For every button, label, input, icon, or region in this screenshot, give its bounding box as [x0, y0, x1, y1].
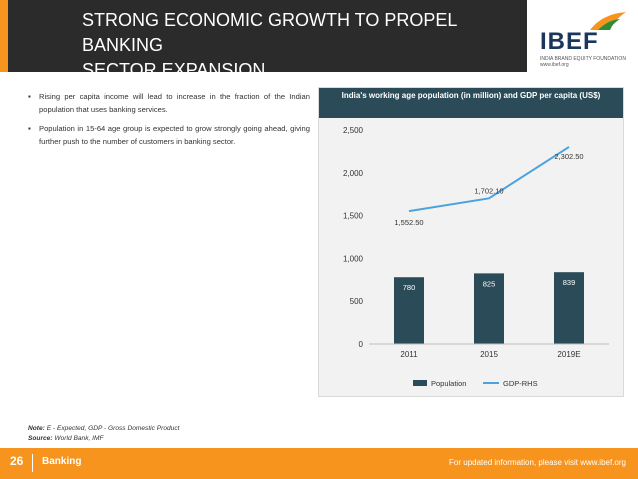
chart-panel: India's working age population (in milli…: [318, 87, 624, 397]
x-tick-label: 2015: [480, 350, 498, 359]
notes: Note: E - Expected, GDP - Gross Domestic…: [28, 424, 179, 444]
logo-text: IBEF: [540, 28, 599, 55]
note-label: Note:: [28, 425, 45, 432]
bar-data-label: 780: [403, 283, 416, 292]
bar: [554, 272, 584, 344]
footer-section: Banking: [42, 456, 82, 467]
footer-link[interactable]: For updated information, please visit ww…: [449, 458, 626, 467]
line-data-label: 2,302.50: [554, 152, 583, 161]
chart-svg: 0 500 1,000 1,500 2,000 2,500 780 2011 825 2015 83…: [343, 126, 609, 388]
logo-tagline: INDIA BRAND EQUITY FOUNDATION www.ibef.o…: [540, 56, 626, 68]
bar: [394, 277, 424, 344]
y-tick-label: 2,500: [343, 126, 364, 135]
gdp-line: [408, 146, 570, 213]
logo-tagline-text: INDIA BRAND EQUITY FOUNDATION: [540, 56, 626, 62]
line-data-label: 1,702.10: [474, 186, 503, 195]
footer: 26 Banking For updated information, plea…: [0, 448, 638, 479]
bullet-item: Population in 15-64 age group is expecte…: [28, 122, 310, 148]
bird-logo-icon: [590, 12, 626, 30]
bar-data-label: 839: [563, 278, 576, 287]
chart-title: India's working age population (in milli…: [319, 88, 623, 118]
ibef-logo[interactable]: IBEF INDIA BRAND EQUITY FOUNDATION www.i…: [536, 10, 632, 68]
logo-url: www.ibef.org: [540, 62, 569, 68]
legend-gdp-label: GDP-RHS: [503, 379, 538, 388]
page-title: STRONG ECONOMIC GROWTH TO PROPEL BANKING…: [82, 8, 512, 83]
footer-divider: [32, 454, 33, 472]
bar-data-label: 825: [483, 279, 496, 288]
bar: [474, 273, 504, 344]
bullet-item: Rising per capita income will lead to in…: [28, 90, 310, 116]
bullet-list: Rising per capita income will lead to in…: [28, 90, 310, 154]
y-tick-label: 2,000: [343, 169, 364, 178]
x-tick-label: 2019E: [557, 350, 580, 359]
source-label: Source:: [28, 435, 53, 442]
page-number: 26: [10, 454, 24, 468]
legend-population-label: Population: [431, 379, 466, 388]
header: STRONG ECONOMIC GROWTH TO PROPEL BANKING…: [0, 0, 638, 80]
y-tick-label: 1,000: [343, 254, 364, 263]
page-title-line1: STRONG ECONOMIC GROWTH TO PROPEL BANKING: [82, 10, 457, 55]
header-accent: [0, 0, 8, 72]
note-text: E - Expected, GDP - Gross Domestic Produ…: [46, 425, 180, 432]
source-text: World Bank, IMF: [54, 435, 104, 442]
line-data-label: 1,552.50: [394, 218, 423, 227]
header-bar: [0, 0, 527, 72]
legend-population-swatch: [413, 380, 427, 386]
y-tick-label: 500: [350, 297, 364, 306]
y-tick-label: 0: [359, 340, 364, 349]
page-title-line2: SECTOR EXPANSION: [82, 60, 266, 80]
y-tick-label: 1,500: [343, 212, 364, 221]
x-tick-label: 2011: [400, 350, 418, 359]
